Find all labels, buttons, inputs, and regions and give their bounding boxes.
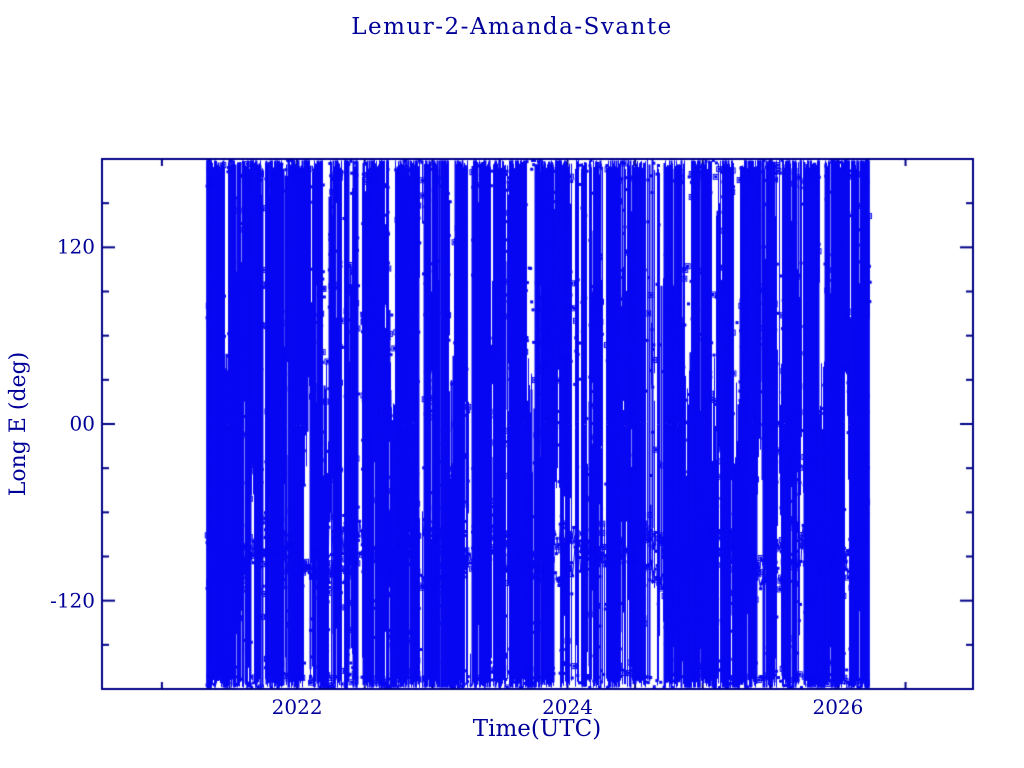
y-axis-title: Long E (deg) [6, 351, 31, 497]
x-axis-title: Time(UTC) [472, 716, 602, 742]
y-tick-label: 120 [56, 234, 95, 259]
chart-title: Lemur-2-Amanda-Svante [351, 14, 673, 40]
x-tick-label: 2024 [542, 695, 593, 719]
y-tick-label: 00 [69, 411, 95, 436]
y-tick-label: -120 [50, 588, 95, 613]
x-tick-label: 2026 [812, 695, 864, 719]
x-tick-label: 2022 [271, 695, 323, 719]
